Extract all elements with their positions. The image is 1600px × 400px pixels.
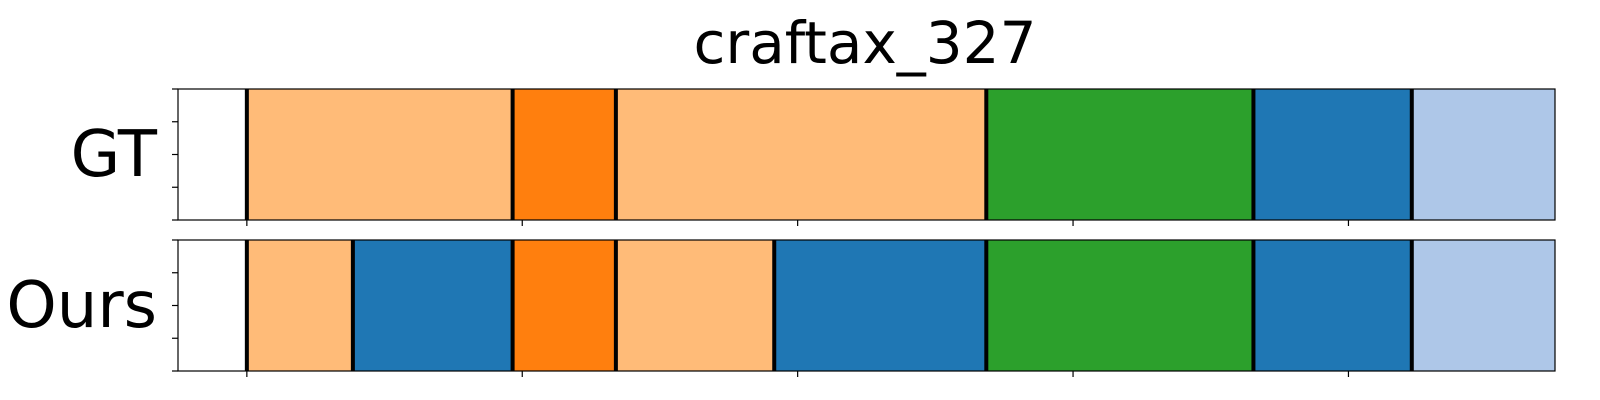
row-label: Ours	[6, 269, 157, 343]
track-1: Ours	[6, 239, 1556, 377]
segment	[352, 240, 513, 371]
segment	[246, 240, 353, 371]
segment	[774, 240, 987, 371]
chart-title: craftax_327	[694, 9, 1037, 77]
track-0: GT	[71, 88, 1556, 226]
segment	[512, 240, 616, 371]
segment	[246, 89, 513, 220]
segment	[615, 240, 775, 371]
segment	[1253, 240, 1412, 371]
segment	[986, 240, 1254, 371]
segment	[1253, 89, 1412, 220]
row-label: GT	[71, 118, 158, 192]
segment	[986, 89, 1254, 220]
segment	[512, 89, 616, 220]
tracks: GT Ours	[6, 88, 1556, 377]
segment	[1411, 240, 1555, 371]
segment	[1411, 89, 1555, 220]
segment	[615, 89, 987, 220]
